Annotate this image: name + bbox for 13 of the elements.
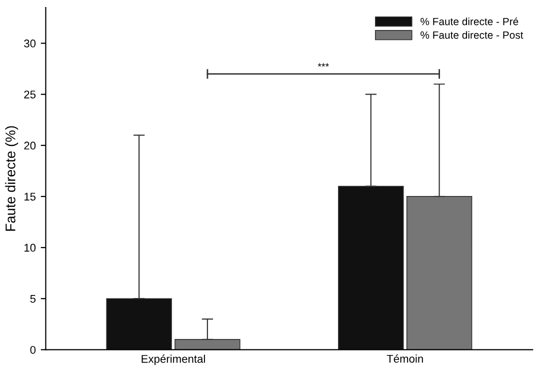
legend-label: % Faute directe - Post xyxy=(420,31,524,39)
x-tick-label: Expérimental xyxy=(142,354,205,366)
y-tick-label: 5 xyxy=(30,294,36,303)
y-tick-label: 0 xyxy=(30,346,36,354)
legend-label: % Faute directe - Pré xyxy=(420,17,518,26)
y-tick-label: 25 xyxy=(24,90,36,98)
y-tick-label: 10 xyxy=(24,244,36,252)
y-axis-title: Faute directe (%) xyxy=(5,126,18,231)
y-tick-label: 30 xyxy=(24,40,36,48)
y-tick-label: 15 xyxy=(24,192,36,201)
y-tick-label: 20 xyxy=(24,142,36,150)
annotation: *** xyxy=(318,63,329,67)
x-tick-label: Témoin xyxy=(386,354,423,363)
